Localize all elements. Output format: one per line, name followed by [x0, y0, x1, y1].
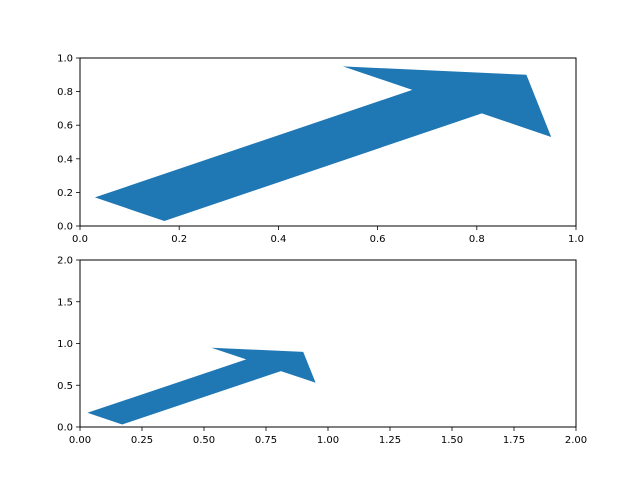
y-tick-label: 1.0 — [57, 339, 73, 350]
x-tick-label: 0.50 — [193, 435, 215, 446]
top-plot: 0.0 0.2 0.4 0.6 0.8 1.0 0.0 0.2 0.4 0.6 0.8 1.0 — [57, 54, 584, 246]
y-tick-label: 0.5 — [57, 381, 73, 392]
x-tick-label: 1.00 — [317, 435, 339, 446]
y-tick-label: 0.8 — [57, 87, 73, 98]
x-tick-label: 0.25 — [131, 435, 153, 446]
x-tick-label: 1.50 — [441, 435, 463, 446]
y-tick-label: 0.2 — [57, 188, 73, 199]
x-tick-label: 0.8 — [469, 234, 485, 245]
arrow-shape — [87, 347, 316, 425]
x-tick-label: 0.0 — [72, 234, 88, 245]
x-tick-label: 1.25 — [379, 435, 401, 446]
y-tick-label: 0.6 — [57, 121, 73, 132]
y-tick-label: 1.0 — [57, 54, 73, 65]
x-tick-label: 0.6 — [370, 234, 386, 245]
x-tick-label: 1.75 — [503, 435, 525, 446]
y-tick-label: 2.0 — [57, 256, 73, 267]
x-tick-label: 1.0 — [568, 234, 584, 245]
arrow-shape — [94, 66, 552, 222]
x-tick-label: 0.2 — [171, 234, 187, 245]
y-tick-label: 0.4 — [57, 154, 73, 165]
bottom-plot: 0.00 0.25 0.50 0.75 1.00 1.25 1.50 1.75 2.00 0.0 0… — [57, 256, 587, 447]
x-tick-label: 0.75 — [255, 435, 277, 446]
x-tick-label: 0.4 — [270, 234, 286, 245]
y-tick-label: 0.0 — [57, 423, 73, 434]
y-tick-label: 0.0 — [57, 222, 73, 233]
x-tick-label: 2.00 — [565, 435, 587, 446]
axes-frame — [79, 57, 577, 227]
x-tick-label: 0.00 — [69, 435, 91, 446]
y-tick-label: 1.5 — [57, 297, 73, 308]
